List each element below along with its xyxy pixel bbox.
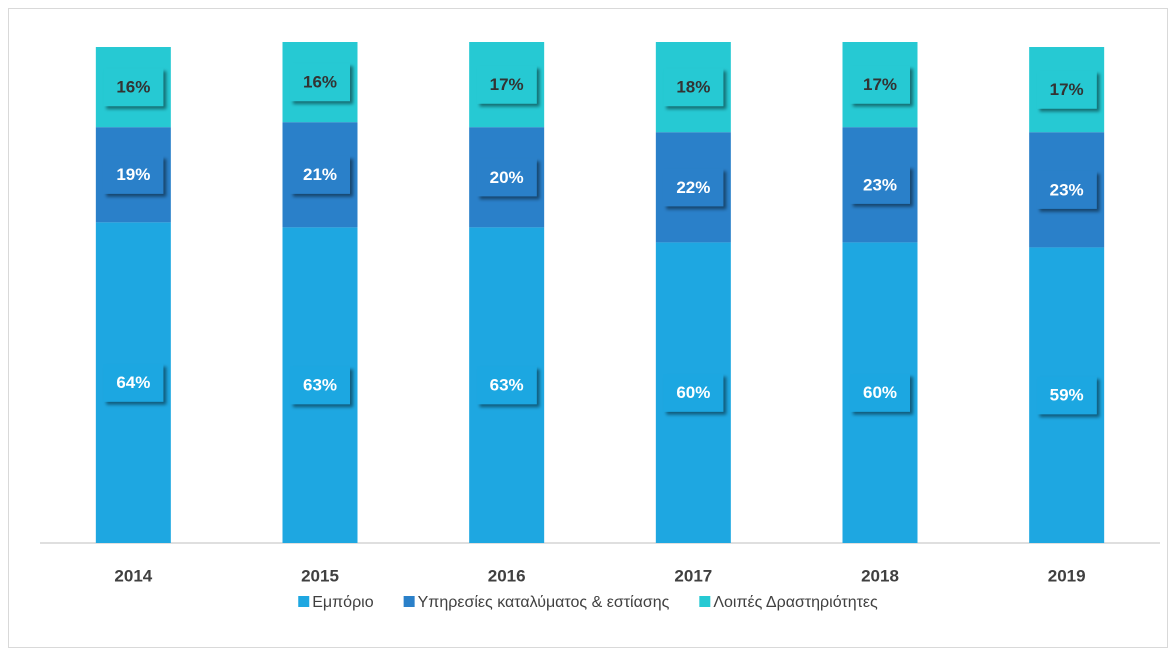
x-tick-label: 2015	[301, 566, 339, 585]
value-label: 17%	[490, 75, 524, 94]
value-label-box	[850, 165, 910, 204]
value-label-box	[1036, 170, 1097, 209]
value-label-box	[850, 373, 910, 412]
x-tick-label: 2017	[674, 566, 712, 585]
value-label: 16%	[303, 73, 337, 92]
legend: Εμπόριο Υπηρεσίες καταλύματος & εστίασης Λ…	[298, 594, 878, 611]
value-label-box	[290, 63, 350, 102]
legend-label: Εμπόριο	[312, 594, 373, 611]
value-label-box	[290, 366, 350, 405]
value-label: 59%	[1050, 386, 1084, 405]
value-label-box	[476, 158, 537, 197]
value-label-box	[663, 373, 724, 412]
value-label: 20%	[490, 168, 524, 187]
legend-label: Υπηρεσίες καταλύματος & εστίασης	[418, 594, 670, 611]
value-label: 22%	[676, 178, 710, 197]
value-label: 18%	[676, 78, 710, 97]
value-label: 23%	[1050, 180, 1084, 199]
value-label-box	[476, 65, 537, 104]
x-tick-label: 2018	[861, 566, 899, 585]
value-label: 64%	[116, 373, 150, 392]
value-label-box	[290, 155, 350, 194]
x-tick-label: 2014	[114, 566, 152, 585]
chart-frame	[8, 8, 1168, 648]
value-label: 19%	[116, 165, 150, 184]
value-label: 16%	[116, 78, 150, 97]
value-label-box	[663, 68, 724, 107]
value-label-box	[663, 168, 724, 207]
value-label: 60%	[676, 383, 710, 402]
legend-swatch	[298, 596, 310, 607]
value-label-box	[850, 65, 910, 104]
value-label: 17%	[1050, 80, 1084, 99]
value-label-box	[476, 366, 537, 405]
value-label: 60%	[863, 383, 897, 402]
value-label: 63%	[303, 376, 337, 395]
value-label-box	[103, 68, 164, 107]
value-label-box	[103, 363, 164, 402]
value-label: 63%	[490, 376, 524, 395]
value-label: 21%	[303, 165, 337, 184]
x-tick-label: 2019	[1048, 566, 1086, 585]
legend-label: Λοιπές Δραστηριότητες	[713, 594, 878, 611]
x-tick-label: 2016	[488, 566, 526, 585]
legend-swatch	[699, 596, 711, 607]
value-label-box	[1036, 70, 1097, 109]
value-label-box	[1036, 376, 1097, 415]
value-label: 23%	[863, 175, 897, 194]
value-label: 17%	[863, 75, 897, 94]
legend-swatch	[403, 596, 415, 607]
value-label-box	[103, 155, 164, 194]
